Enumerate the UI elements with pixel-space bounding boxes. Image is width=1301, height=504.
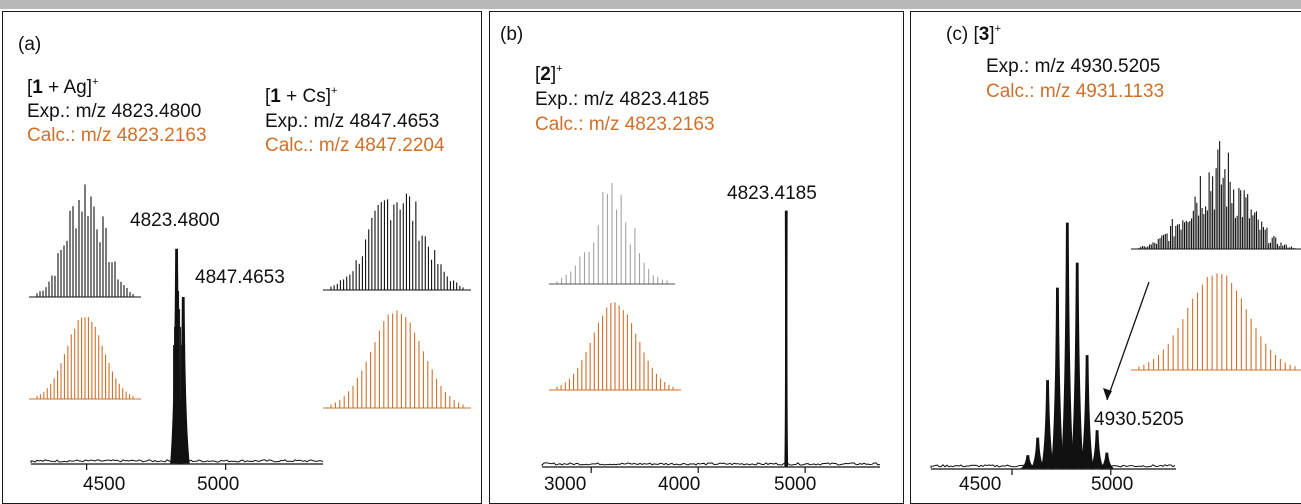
peak-label-a2: 4847.4653: [195, 267, 285, 288]
spectrum-c-peak: [1099, 452, 1114, 469]
spectrum-c-peak: [1060, 222, 1074, 469]
panel-a-plot: [29, 184, 471, 470]
inset-b1-exp: [556, 182, 668, 284]
spectrum-b-baseline-noise: [541, 462, 881, 466]
panel-c: (c) [3]+ Exp.: m/z 4930.5205 Calc.: m/z …: [910, 11, 1301, 504]
peak-label-a1: 4823.4800: [130, 210, 220, 231]
species-a2-exp: Exp.: m/z 4847.4653: [265, 111, 440, 132]
species-a2-formula: [1 + Cs]+: [265, 85, 338, 107]
inset-a2-exp: [330, 193, 464, 290]
panel-a-letter: (a): [18, 34, 42, 55]
spectrum-c-peak: [1031, 437, 1045, 469]
x-tick-label-a-0: 4500: [83, 474, 126, 495]
species-a2-calc: Calc.: m/z 4847.2204: [265, 135, 445, 156]
species-a1-exp: Exp.: m/z 4823.4800: [27, 101, 202, 122]
species-c1-calc: Calc.: m/z 4931.1133: [986, 81, 1165, 102]
species-b1-formula: [2]+: [535, 63, 563, 85]
spectrum-c-peak: [1080, 355, 1094, 469]
x-tick-label-b-0: 3000: [544, 474, 587, 495]
peak-label-c1: 4930.5205: [1094, 409, 1184, 430]
spectrum-c-peak: [1051, 287, 1064, 469]
spectrum-c-peak: [1041, 380, 1055, 469]
species-a1-formula: [1 + Ag]+: [27, 76, 99, 98]
inset-b1-calc: [556, 302, 674, 390]
species-c1-formula: (c) [3]+: [946, 23, 1002, 45]
x-tick-label-c-1: 5000: [1091, 474, 1134, 495]
x-tick-label-b-1: 4000: [658, 474, 701, 495]
panel-b-letter: (b): [500, 24, 524, 45]
x-tick-label-a-1: 5000: [197, 474, 240, 495]
inset-a1-exp: [36, 184, 134, 297]
panel-a: (a) [1 + Ag]+ Exp.: m/z 4823.4800 Calc.:…: [2, 11, 482, 504]
top-border-strip: [0, 0, 1301, 9]
species-b1-exp: Exp.: m/z 4823.4185: [535, 89, 710, 110]
x-tick-label-c-0: 4500: [959, 474, 1002, 495]
species-c1-exp: Exp.: m/z 4930.5205: [986, 56, 1161, 77]
panel-b-plot: [541, 182, 881, 473]
inset-c1-exp: [1138, 141, 1296, 249]
panel-b: (b) [2]+ Exp.: m/z 4823.4185 Calc.: m/z …: [489, 11, 904, 504]
species-a1-calc: Calc.: m/z 4823.2163: [27, 125, 207, 146]
x-tick-label-b-2: 5000: [774, 474, 817, 495]
panel-c-plot: [930, 141, 1301, 475]
inset-a2-calc: [330, 310, 464, 408]
inset-c1-calc: [1138, 273, 1296, 370]
arrow-head: [1103, 388, 1112, 400]
species-b1-calc: Calc.: m/z 4823.2163: [535, 114, 715, 135]
spectrum-c-peak: [1070, 262, 1084, 469]
spectrum-b-peak: [784, 210, 789, 467]
spectrum-c-peak: [1020, 455, 1036, 469]
arrow-line: [1106, 281, 1150, 401]
inset-a1-calc: [36, 317, 134, 399]
spectrum-c-peak: [1090, 430, 1104, 469]
peak-label-b1: 4823.4185: [727, 183, 817, 204]
